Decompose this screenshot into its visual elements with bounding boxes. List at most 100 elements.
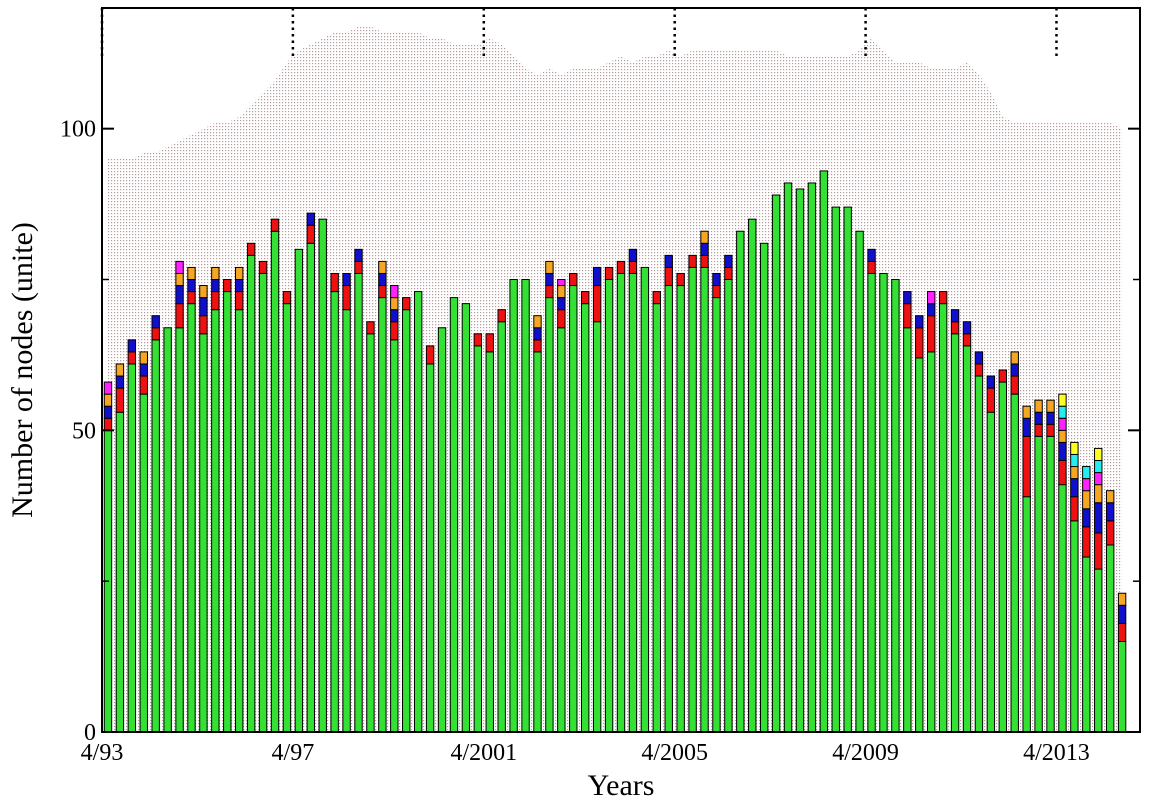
bar-segment (258, 272, 268, 733)
bar-segment (485, 333, 494, 353)
bar-segment (378, 297, 387, 733)
bar-segment (1082, 526, 1091, 558)
bar-segment (127, 351, 137, 365)
bar-segment (1058, 417, 1067, 431)
bar-segment (903, 291, 912, 305)
bar-segment (473, 345, 483, 733)
bar-segment (342, 309, 351, 733)
bar-segment (366, 333, 375, 733)
bar-segment (235, 309, 244, 733)
bar-segment (557, 285, 566, 299)
bar-segment (270, 230, 280, 733)
bar-segment (461, 303, 471, 733)
bar-segment (1105, 502, 1115, 522)
bar-segment (974, 363, 984, 377)
bar-segment (843, 206, 852, 733)
bar-segment (175, 285, 184, 305)
bar-segment (891, 279, 900, 733)
bar-segment (151, 327, 160, 341)
bar-segment (592, 321, 602, 733)
bar-segment (1034, 435, 1043, 733)
bar-segment (139, 375, 148, 395)
bar-segment (855, 230, 864, 733)
bar-segment (557, 327, 566, 733)
bar-segment (246, 254, 256, 733)
bar-segment (1058, 405, 1067, 419)
bar-segment (211, 279, 220, 293)
plot-frame (101, 7, 1141, 733)
bar-segment (533, 351, 542, 733)
bar-segment (1117, 604, 1127, 624)
bar-segment (390, 285, 399, 299)
bar-segment (533, 327, 542, 341)
bar-segment (986, 387, 996, 413)
bar-segment (557, 309, 566, 329)
bar-segment (378, 260, 387, 274)
x-tick-label: 4/2001 (450, 740, 517, 766)
bar-segment (294, 248, 304, 733)
bar-segment (127, 363, 137, 733)
bar-segment (557, 297, 566, 311)
bar-segment (927, 315, 936, 353)
bar-segment (986, 375, 996, 389)
bar-segment (1094, 568, 1103, 733)
bar-segment (187, 291, 196, 305)
bar-segment (652, 303, 661, 733)
bar-segment (342, 272, 351, 287)
bar-segment (1058, 460, 1067, 486)
bar-segment (998, 381, 1007, 733)
bar-segment (628, 260, 638, 274)
bar-segment (115, 363, 125, 377)
bar-segment (664, 285, 673, 733)
bar-segment (211, 266, 220, 280)
bar-segment (1046, 435, 1055, 733)
bar-segment (1082, 490, 1091, 510)
bar-segment (867, 248, 876, 262)
bar-segment (700, 266, 709, 733)
bar-segment (592, 266, 602, 287)
bar-segment (592, 285, 602, 323)
bar-segment (759, 242, 769, 733)
bar-segment (175, 303, 184, 329)
bar-segment (354, 272, 363, 733)
bar-segment (664, 266, 673, 287)
bar-segment (282, 291, 292, 305)
bar-segment (903, 327, 912, 733)
bar-segment (903, 303, 912, 329)
bar-segment (390, 309, 399, 323)
bar-segment (175, 272, 184, 287)
bar-segment (640, 266, 650, 733)
bar-segment (688, 254, 697, 268)
bar-segment (1058, 441, 1067, 461)
bar-segment (1022, 405, 1031, 419)
bar-segment (700, 230, 709, 244)
bar-segment (748, 218, 757, 733)
bar-segment (378, 285, 387, 299)
bar-segment (1082, 466, 1091, 480)
bar-segment (1094, 447, 1103, 461)
bar-segment (628, 272, 638, 733)
bar-segment (1022, 496, 1031, 733)
bar-segment (927, 351, 936, 733)
bar-segment (545, 297, 554, 733)
bar-segment (1046, 423, 1055, 437)
bar-segment (306, 224, 315, 244)
bar-segment (986, 411, 996, 733)
bar-segment (569, 272, 578, 287)
bar-segment (390, 297, 399, 311)
bar-segment (390, 321, 399, 341)
bar-segment (1034, 399, 1043, 413)
bar-segment (246, 242, 256, 256)
bar-segment (1105, 490, 1115, 504)
bar-segment (270, 218, 280, 232)
bar-segment (927, 291, 936, 305)
bar-segment (402, 309, 411, 733)
bar-segment (974, 351, 984, 365)
bar-segment (330, 291, 339, 733)
bar-segment (1058, 484, 1067, 733)
bar-segment (1070, 478, 1079, 498)
bar-segment (115, 387, 125, 413)
bar-segment (545, 260, 554, 274)
bar-segment (581, 303, 590, 733)
bar-segment (378, 272, 387, 287)
